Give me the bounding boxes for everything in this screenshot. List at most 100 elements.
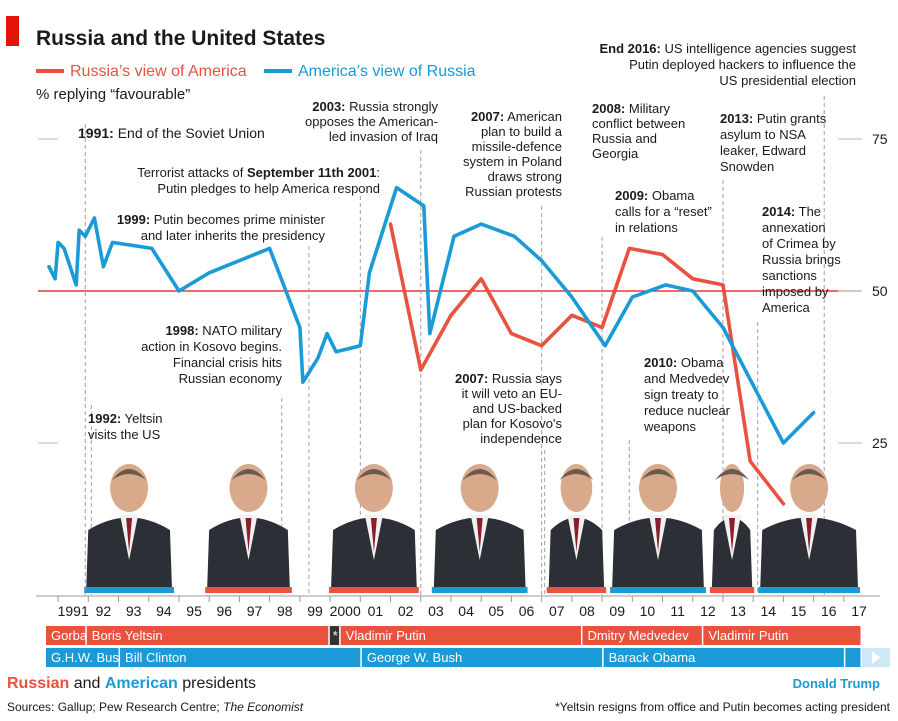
russian-president-bar-0 [46, 626, 86, 645]
x-tick-label-17: 17 [851, 603, 867, 619]
portrait-hair-0 [112, 469, 147, 480]
annotation-a1998-line-2: Financial crisis hits [173, 355, 283, 370]
russian-president-bar-3 [340, 626, 581, 645]
annotation-a2007b-line-0: 2007: Russia says [455, 371, 562, 386]
portrait-head-3 [460, 464, 499, 512]
american-president-bar-4 [845, 648, 861, 667]
annotation-a2014: 2014: The annexation of Crimea by Russia br… [762, 204, 841, 315]
x-tick-label-05: 05 [489, 603, 505, 619]
annotation-a2009-line-0: 2009: Obama [615, 188, 695, 203]
portrait-tie-0 [126, 518, 133, 552]
annotation-a2008-line-2: Russia and [592, 131, 657, 146]
annotation-a2014-line-0: 2014: The [762, 204, 821, 219]
chart-subtitle: % replying “favourable” [36, 86, 190, 103]
portrait-bar-4 [546, 587, 607, 593]
annotation-a2007b: 2007: Russia says it will veto an EU-and … [455, 371, 562, 446]
portrait-bar-3 [431, 587, 528, 593]
annotation-a2009: 2009: Obama calls for a “reset” in relatio… [615, 188, 712, 235]
y-tick-label-50: 50 [872, 283, 888, 299]
portrait-boris-yeltsin [205, 464, 292, 593]
annotation-a2007a-line-5: Russian protests [465, 184, 562, 199]
annotation-a2013-line-3: Snowden [720, 159, 774, 174]
annotation-a2001-date: September 11th 2001 [247, 165, 376, 180]
annotation-a2003-date: 2003: [312, 99, 345, 114]
y-axis-ticks: 25 50 75 [872, 131, 888, 451]
portrait-hair-1 [231, 469, 266, 480]
portrait-hair-2 [356, 469, 391, 480]
x-tick-label-13: 13 [730, 603, 746, 619]
presidents-caption: Russian and American presidents [7, 675, 256, 692]
sources-italic: The Economist [223, 700, 304, 714]
russian-president-name-3: Vladimir Putin [346, 628, 426, 643]
portrait-head-4 [560, 464, 593, 512]
annotation-a2008-line-3: Georgia [592, 146, 639, 161]
portrait-bar-6 [709, 587, 755, 593]
x-tick-label-99: 99 [307, 603, 323, 619]
annotation-a2001-line-1: Putin pledges to help America respond [157, 181, 380, 196]
x-tick-label-95: 95 [186, 603, 202, 619]
annotation-a2010-line-2: sign treaty to [644, 387, 718, 402]
annotation-a2007a-line-1: plan to build a [481, 124, 563, 139]
russian-president-name-1: Boris Yeltsin [92, 628, 163, 643]
annotation-a2010-line-1: and Medvedev [644, 371, 730, 386]
portrait-george-w-bush [431, 464, 528, 593]
portrait-head-0 [110, 464, 149, 512]
portrait-tie-6 [729, 518, 736, 552]
portrait-bar-5 [610, 587, 706, 593]
legend-label-russia: Russia’s view of America [70, 63, 247, 80]
portrait-bar-1 [205, 587, 292, 593]
x-tick-label-12: 12 [700, 603, 716, 619]
portrait-tie-7 [806, 518, 813, 552]
annotation-a2003-line-0: 2003: Russia strongly [312, 99, 438, 114]
x-tick-label-92: 92 [96, 603, 112, 619]
caption-american: American [105, 675, 178, 692]
caption-russian: Russian [7, 675, 69, 692]
russian-president-arrow [872, 629, 880, 642]
trump-arrow [872, 651, 880, 664]
annotation-a1998-line-0: 1998: NATO military [165, 323, 282, 338]
annotation-1991-text: End of the Soviet Union [118, 125, 265, 141]
footnote: *Yeltsin resigns from office and Putin b… [555, 700, 891, 714]
american-president-bar-3 [603, 648, 844, 667]
x-tick-label-1991: 1991 [58, 603, 89, 619]
annotation-a2014-line-5: imposed by [762, 284, 829, 299]
x-tick-label-07: 07 [549, 603, 565, 619]
annotation-a2016-line-1: Putin deployed hackers to influence the [629, 57, 856, 72]
portrait-tie-4 [573, 518, 580, 552]
annotation-a1999: 1999: Putin becomes prime minister and la… [117, 212, 326, 243]
annotation-a2013-date: 2013: [720, 111, 753, 126]
annotation-a2014-line-4: sanctions [762, 268, 817, 283]
portrait-layer [84, 464, 860, 593]
annotation-a2010-line-4: weapons [643, 419, 697, 434]
annotation-a1992: 1992: Yeltsin visits the US [88, 411, 162, 442]
annotation-a1999-line-0: 1999: Putin becomes prime minister [117, 212, 326, 227]
annotation-a2007b-date: 2007: [455, 371, 488, 386]
x-tick-label-08: 08 [579, 603, 595, 619]
annotation-a2007b-line-2: and US-backed [472, 401, 562, 416]
russian-president-bar-5 [703, 626, 861, 645]
annotation-a2009-date: 2009: [615, 188, 648, 203]
portrait-head-2 [354, 464, 393, 512]
portrait-hair-3 [462, 469, 497, 480]
annotation-a1999-date: 1999: [117, 212, 150, 227]
sources-prefix: Sources: Gallup; Pew Research Centre; [7, 700, 223, 714]
portrait-tie-1 [245, 518, 252, 552]
annotation-a2014-date: 2014: [762, 204, 795, 219]
annotation-a1992-line-0: 1992: Yeltsin [88, 411, 162, 426]
x-tick-label-09: 09 [609, 603, 625, 619]
annotation-a2013-line-1: asylum to NSA [720, 127, 806, 142]
y-tick-label-75: 75 [872, 131, 888, 147]
x-tick-label-02: 02 [398, 603, 414, 619]
american-president-bar-2 [361, 648, 603, 667]
annotation-a2010: 2010: Obama and Medvedev sign treaty to red… [643, 355, 731, 434]
portrait-head-6 [719, 464, 745, 512]
annotation-a2013: 2013: Putin grants asylum to NSA leaker, E… [720, 111, 827, 174]
x-tick-label-10: 10 [640, 603, 656, 619]
annotation-a2007a-date: 2007: [471, 109, 504, 124]
portrait-vladimir-putin [329, 464, 419, 593]
portrait-hair-4 [559, 469, 594, 480]
portrait-bar-0 [84, 587, 174, 593]
portrait-tie-5 [655, 518, 661, 552]
annotation-a2016: End 2016: US intelligence agencies sugge… [599, 41, 856, 88]
